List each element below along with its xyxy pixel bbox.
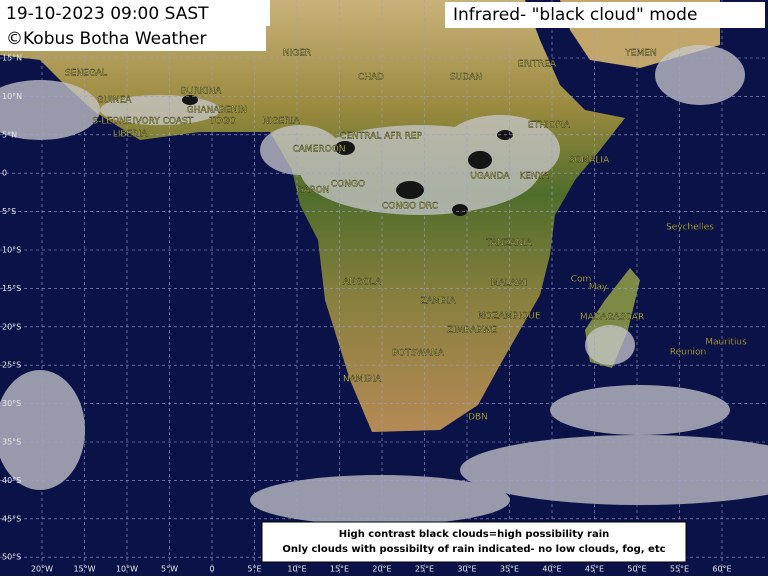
place-label: May [589,283,608,293]
date-time: 19-10-2023 09:00 SAST [6,4,209,24]
place-label: TANZANIA [485,239,532,249]
legend-line: High contrast black clouds=high possibil… [339,529,610,540]
place-label: SENEGAL [65,69,107,79]
lat-label: 5°S [2,207,16,216]
lat-label: 20°S [2,322,21,331]
legend-line: Only clouds with possibilty of rain indi… [282,544,665,555]
lon-label: 5°W [161,565,178,574]
legend-box [261,521,687,563]
place-label: UGANDA [470,172,510,182]
lon-label: 50°E [627,565,646,574]
lon-label: 15°W [73,565,95,574]
mode: Infrared- "black cloud" mode [453,5,697,25]
place-label: NAMIBIA [343,375,382,385]
lon-label: 0 [209,565,214,574]
lat-label: 15°S [2,284,21,293]
lon-label: 60°E [712,565,731,574]
lon-label: 20°E [372,565,391,574]
place-label: Seychelles [666,223,714,233]
place-label: GHANA [187,106,221,116]
lon-label: 30°E [457,565,476,574]
lat-label: 10°S [2,246,21,255]
place-label: KENYA [519,172,549,182]
place-label: S-LEONE [92,117,131,127]
lon-label: 10°W [116,565,138,574]
place-label: ZAMBIA [420,297,456,307]
place-label: MADAGASCAR [580,313,644,323]
place-label: NIGER [283,49,311,59]
lat-label: 5°N [2,130,17,139]
place-label: GUINEA [97,96,133,106]
lat-label: 45°S [2,514,21,523]
lon-label: 10°E [287,565,306,574]
place-label: TOGO [209,117,237,127]
clouds [0,45,768,525]
place-label: Mauritius [705,338,747,348]
place-label: IVORY COAST [133,117,194,127]
place-label: ETHIOPIA [528,121,571,131]
place-label: Reunion [670,348,707,358]
rain-clouds [182,95,513,216]
place-label: LIBERIA [113,130,148,140]
lat-label: 50°S [2,553,21,562]
place-label: CHAD [358,73,384,83]
place-label: SOMALIA [569,156,610,166]
lon-label: 5°E [247,565,261,574]
place-label: CONGO [331,180,365,190]
lat-label: 0 [2,169,7,178]
place-label: BURKINA [181,87,222,97]
place-label: SUDAN [450,73,482,83]
place-label: DBN [468,413,488,423]
place-label: MOZAMBIQUE [477,312,540,322]
credit: ©Kobus Botha Weather [6,29,206,49]
place-label: ANGOLA [343,278,382,288]
place-label: Com [571,275,592,285]
place-label: MALAWI [491,279,527,289]
lat-label: 40°S [2,476,21,485]
lon-label: 15°E [330,565,349,574]
lat-label: 15°N [2,54,22,63]
place-label: CAMEROON [292,145,345,155]
place-label: CENTRAL AFR REP [340,132,423,142]
lon-label: 20°W [31,565,53,574]
date-box [0,0,270,26]
lat-label: 25°S [2,361,21,370]
place-label: BOTSWANA [392,349,445,359]
mode-box [445,2,765,28]
place-label: ZIMBABWE [447,326,497,336]
credit-box [0,26,266,51]
place-label: BENIN [219,106,247,116]
place-label: GABON [297,186,330,196]
lon-label: 40°E [542,565,561,574]
place-label: ERITREA [518,60,557,70]
place-label: NIGERIA [262,117,300,127]
lat-label: 35°S [2,438,21,447]
lon-label: 55°E [670,565,689,574]
place-label: YEMEN [624,49,656,59]
place-label: CONGO DRC [382,202,438,212]
lon-label: 25°E [415,565,434,574]
lon-label: 35°E [500,565,519,574]
lat-label: 30°S [2,399,21,408]
lat-label: 10°N [2,92,22,101]
lon-label: 45°E [585,565,604,574]
